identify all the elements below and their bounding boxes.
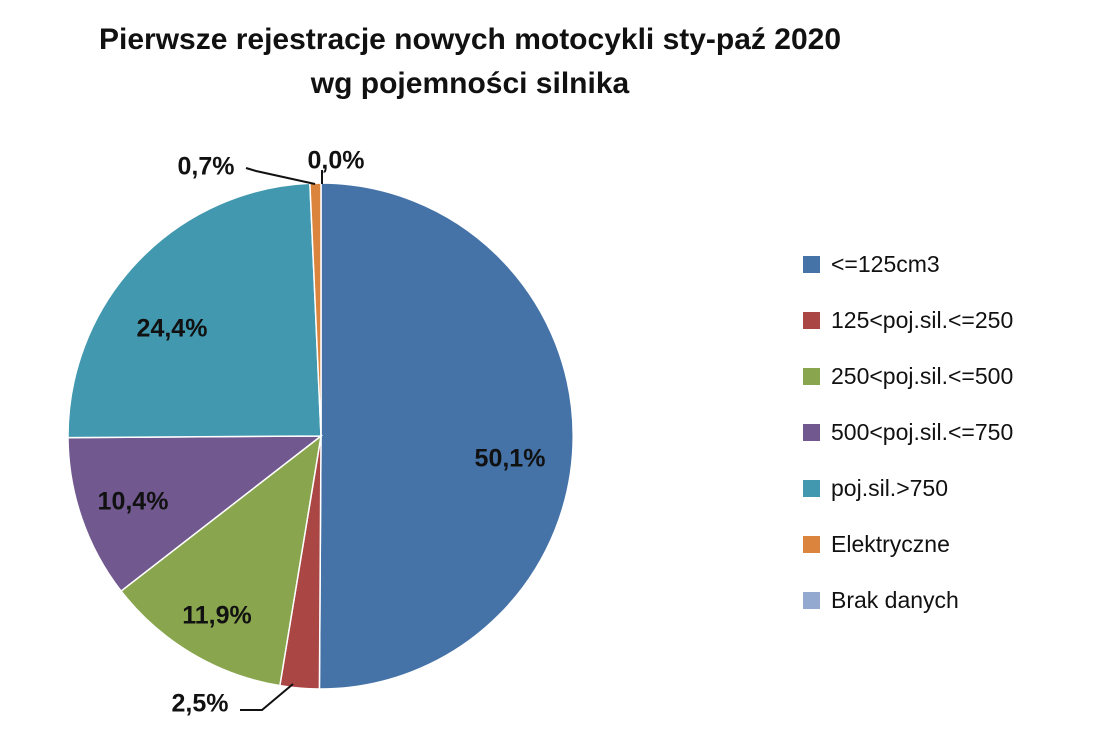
legend-label: poj.sil.>750 bbox=[831, 474, 948, 501]
chart-title-line-1: Pierwsze rejestracje nowych motocykli st… bbox=[98, 23, 842, 56]
legend-swatch bbox=[803, 367, 820, 385]
data-label-2: 2,5% bbox=[172, 690, 229, 718]
legend-item: Brak danych bbox=[803, 572, 1013, 628]
legend-swatch bbox=[803, 479, 820, 497]
legend-item: <=125cm3 bbox=[803, 236, 1013, 292]
legend-label: Elektryczne bbox=[831, 530, 950, 557]
legend-item: poj.sil.>750 bbox=[803, 460, 1013, 516]
pie-slices bbox=[67, 182, 574, 690]
legend-swatch bbox=[803, 311, 820, 329]
legend-label: 125<poj.sil.<=250 bbox=[831, 306, 1014, 333]
pie-slice-4 bbox=[67, 435, 324, 593]
data-label-6: 0,7% bbox=[178, 153, 235, 181]
leader-line-6 bbox=[245, 167, 316, 185]
pie-slice-5 bbox=[67, 182, 322, 439]
legend-swatch bbox=[803, 423, 820, 441]
legend-label: Brak danych bbox=[831, 586, 959, 613]
legend-item: 250<poj.sil.<=500 bbox=[803, 348, 1013, 404]
legend-item: Elektryczne bbox=[803, 516, 1013, 572]
legend-item: 125<poj.sil.<=250 bbox=[803, 292, 1013, 348]
data-label-4: 10,4% bbox=[98, 488, 169, 516]
data-label-5: 24,4% bbox=[137, 315, 208, 343]
chart-title: Pierwsze rejestracje nowych motocykli st… bbox=[0, 18, 940, 106]
legend-label: 250<poj.sil.<=500 bbox=[831, 362, 1014, 389]
legend-label: <=125cm3 bbox=[831, 250, 940, 277]
pie-slice-1 bbox=[318, 182, 574, 690]
legend-swatch bbox=[803, 535, 820, 553]
legend-swatch bbox=[803, 591, 820, 609]
leader-line-2 bbox=[240, 683, 294, 711]
legend-item: 500<poj.sil.<=750 bbox=[803, 404, 1013, 460]
legend-swatch bbox=[803, 255, 820, 273]
pie-slice-3 bbox=[120, 434, 323, 687]
chart-title-line-2: wg pojemności silnika bbox=[310, 67, 630, 100]
legend: <=125cm3 125<poj.sil.<=250 250<poj.sil.<=5… bbox=[803, 236, 1013, 628]
data-label-1: 50,1% bbox=[475, 445, 546, 473]
data-label-7: 0,0% bbox=[308, 147, 365, 175]
legend-label: 500<poj.sil.<=750 bbox=[831, 418, 1014, 445]
data-label-3: 11,9% bbox=[182, 602, 252, 630]
